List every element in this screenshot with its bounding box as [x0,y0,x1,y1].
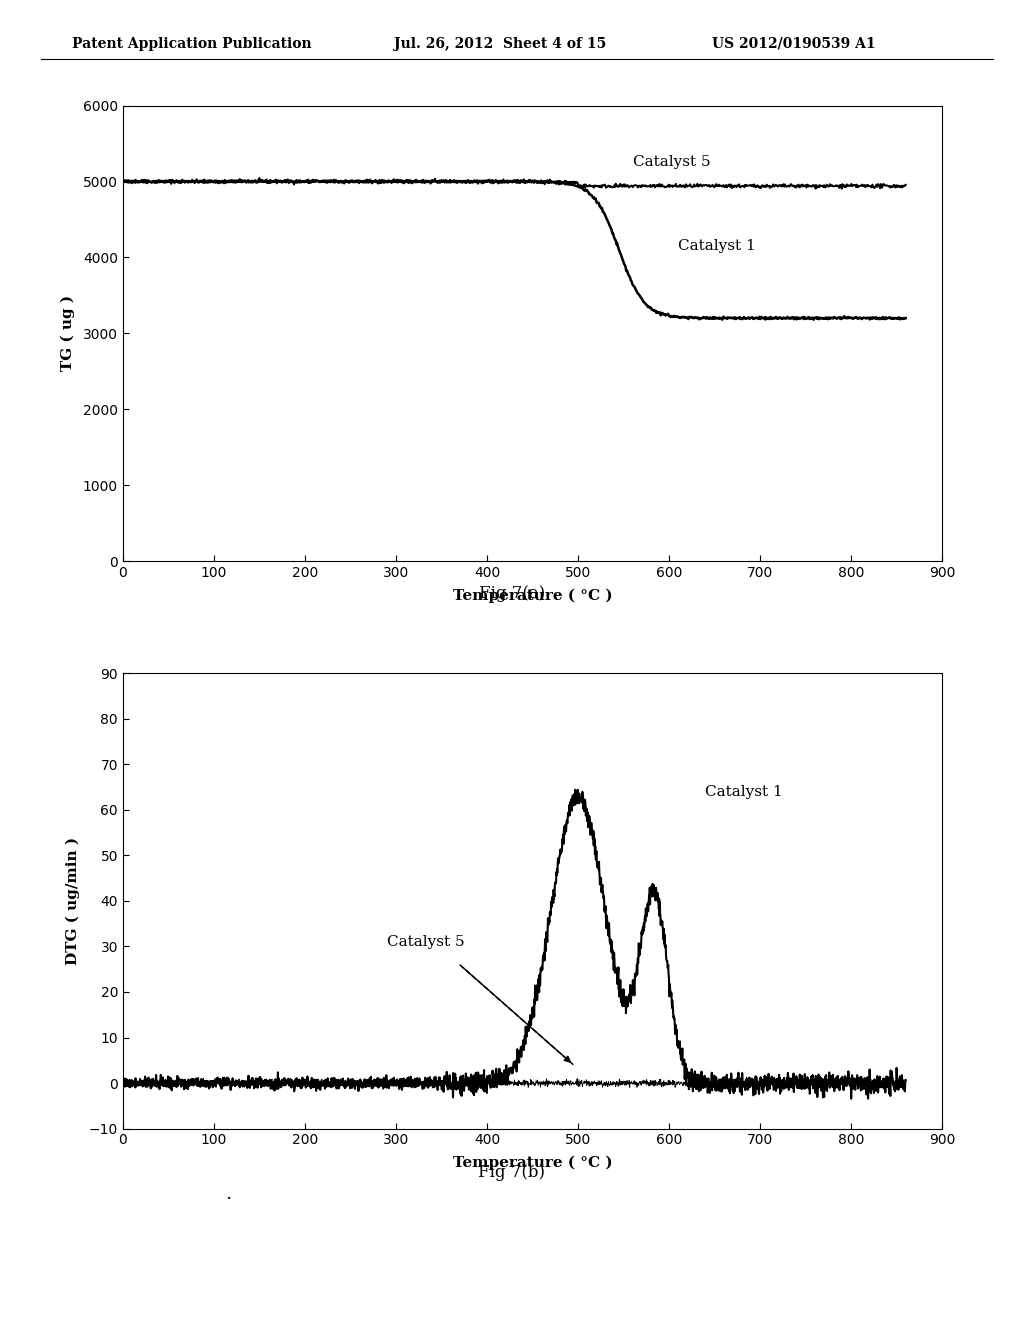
Text: Catalyst 5: Catalyst 5 [387,936,465,949]
X-axis label: Temperature ( °C ): Temperature ( °C ) [453,589,612,603]
Text: Fig 7(a): Fig 7(a) [479,585,545,602]
Text: Patent Application Publication: Patent Application Publication [72,37,311,51]
Y-axis label: TG ( ug ): TG ( ug ) [60,296,75,371]
Text: Jul. 26, 2012  Sheet 4 of 15: Jul. 26, 2012 Sheet 4 of 15 [394,37,606,51]
Text: Catalyst 1: Catalyst 1 [706,785,783,799]
Text: Catalyst 1: Catalyst 1 [678,239,756,253]
Text: Catalyst 5: Catalyst 5 [633,156,711,169]
Text: Fig 7(b): Fig 7(b) [478,1164,546,1181]
X-axis label: Temperature ( °C ): Temperature ( °C ) [453,1156,612,1171]
Text: .: . [225,1184,231,1203]
Y-axis label: DTG ( ug/min ): DTG ( ug/min ) [66,837,81,965]
Text: US 2012/0190539 A1: US 2012/0190539 A1 [712,37,876,51]
